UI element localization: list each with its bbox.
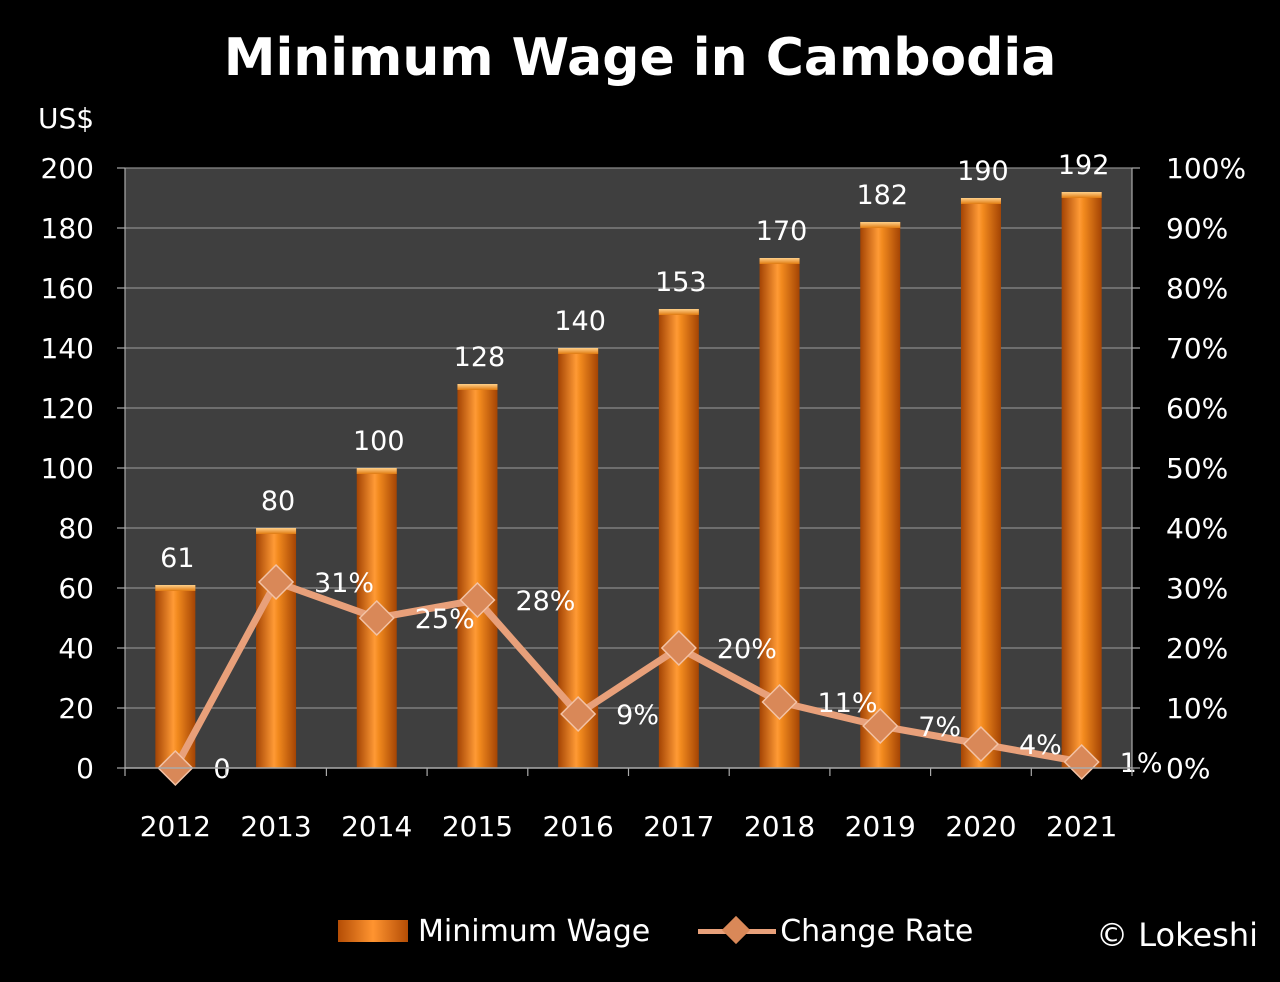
y-tick-label-right: 30% bbox=[1166, 572, 1228, 605]
bar bbox=[1061, 192, 1102, 768]
legend-label-minimum-wage: Minimum Wage bbox=[418, 913, 651, 949]
x-tick-label: 2014 bbox=[341, 810, 412, 843]
change-rate-point bbox=[459, 581, 496, 619]
change-rate-label: 0 bbox=[213, 754, 230, 785]
bar-top bbox=[960, 198, 1001, 204]
bar-value-label: 100 bbox=[353, 426, 405, 457]
x-tick-label: 2013 bbox=[240, 810, 311, 843]
bar-value-label: 190 bbox=[957, 156, 1009, 187]
bar-top bbox=[658, 309, 699, 315]
y-tick-label-right: 10% bbox=[1166, 692, 1228, 725]
y-tick-label-left: 40 bbox=[58, 632, 94, 665]
y-tick-label-right: 70% bbox=[1166, 332, 1228, 365]
bar-top bbox=[256, 528, 297, 534]
change-rate-point bbox=[962, 725, 1000, 763]
bar-value-label: 170 bbox=[756, 216, 808, 247]
legend-item-change-rate: Change Rate bbox=[698, 914, 973, 949]
credit-text: © Lokeshi bbox=[1096, 916, 1258, 954]
change-rate-label: 28% bbox=[515, 586, 575, 617]
y-tick-label-right: 80% bbox=[1166, 272, 1228, 305]
bar bbox=[759, 258, 800, 768]
y-tick-label-left: 200 bbox=[41, 152, 94, 185]
x-tick-label: 2019 bbox=[845, 810, 916, 843]
y-tick-label-left: 180 bbox=[41, 212, 94, 245]
bar bbox=[658, 309, 699, 768]
bar-value-label: 182 bbox=[856, 180, 908, 211]
chart-title: Minimum Wage in Cambodia bbox=[223, 28, 1057, 88]
x-tick-label: 2017 bbox=[643, 810, 714, 843]
y-tick-label-right: 60% bbox=[1166, 392, 1228, 425]
bar-top bbox=[860, 222, 901, 228]
change-rate-point bbox=[1063, 743, 1100, 781]
x-tick-label: 2012 bbox=[140, 810, 211, 843]
y-tick-label-right: 90% bbox=[1166, 212, 1228, 245]
legend-item-minimum-wage: Minimum Wage bbox=[338, 914, 650, 949]
change-rate-label: 1% bbox=[1120, 748, 1163, 779]
y-tick-label-left: 60 bbox=[58, 572, 94, 605]
bar-value-label: 140 bbox=[554, 306, 606, 337]
bar-top bbox=[1061, 192, 1102, 198]
legend-line-swatch bbox=[698, 915, 777, 945]
legend-label-change-rate: Change Rate bbox=[780, 913, 974, 949]
change-rate-label: 31% bbox=[314, 568, 374, 599]
x-tick-label: 2021 bbox=[1046, 810, 1117, 843]
legend-bar-swatch bbox=[338, 920, 408, 942]
change-rate-label: 4% bbox=[1019, 730, 1062, 761]
change-rate-point bbox=[560, 695, 597, 733]
bar-top bbox=[759, 258, 800, 264]
change-rate-point bbox=[660, 629, 697, 667]
bar-value-label: 80 bbox=[261, 486, 295, 517]
change-rate-label: 11% bbox=[818, 688, 878, 719]
y-axis-label-left: US$ bbox=[38, 102, 94, 135]
y-tick-label-right: 50% bbox=[1166, 452, 1228, 485]
change-rate-point bbox=[761, 683, 798, 721]
change-rate-point bbox=[257, 563, 295, 601]
change-rate-label: 7% bbox=[918, 712, 961, 743]
y-tick-label-left: 0 bbox=[76, 752, 94, 785]
bar-value-label: 153 bbox=[655, 267, 707, 298]
bar-value-label: 192 bbox=[1058, 150, 1110, 181]
change-rate-label: 20% bbox=[717, 634, 777, 665]
y-tick-label-left: 160 bbox=[41, 272, 94, 305]
change-rate-point bbox=[358, 599, 395, 637]
change-rate-label: 25% bbox=[415, 604, 475, 635]
bar-top bbox=[356, 468, 397, 474]
change-rate-line bbox=[172, 578, 1083, 770]
y-tick-label-right: 100% bbox=[1166, 152, 1246, 185]
bar bbox=[960, 198, 1001, 768]
y-tick-label-left: 80 bbox=[58, 512, 94, 545]
bar bbox=[860, 222, 901, 768]
bar-value-label: 61 bbox=[160, 543, 194, 574]
y-tick-label-right: 40% bbox=[1166, 512, 1228, 545]
legend: Minimum Wage Change Rate bbox=[338, 908, 1021, 954]
x-tick-label: 2020 bbox=[945, 810, 1016, 843]
change-rate-label: 9% bbox=[616, 700, 659, 731]
x-tick-label: 2018 bbox=[744, 810, 815, 843]
x-tick-label: 2016 bbox=[543, 810, 614, 843]
y-tick-label-left: 20 bbox=[58, 692, 94, 725]
y-tick-label-left: 100 bbox=[41, 452, 94, 485]
y-tick-label-right: 20% bbox=[1166, 632, 1228, 665]
bar-value-label: 128 bbox=[454, 342, 506, 373]
bar-top bbox=[457, 384, 498, 390]
change-rate-point bbox=[862, 707, 899, 745]
y-tick-label-right: 0% bbox=[1166, 752, 1210, 785]
y-tick-label-left: 140 bbox=[41, 332, 94, 365]
bar bbox=[457, 384, 498, 768]
bar-top bbox=[558, 348, 599, 354]
x-tick-label: 2015 bbox=[442, 810, 513, 843]
bar-top bbox=[155, 585, 196, 591]
y-tick-label-left: 120 bbox=[41, 392, 94, 425]
